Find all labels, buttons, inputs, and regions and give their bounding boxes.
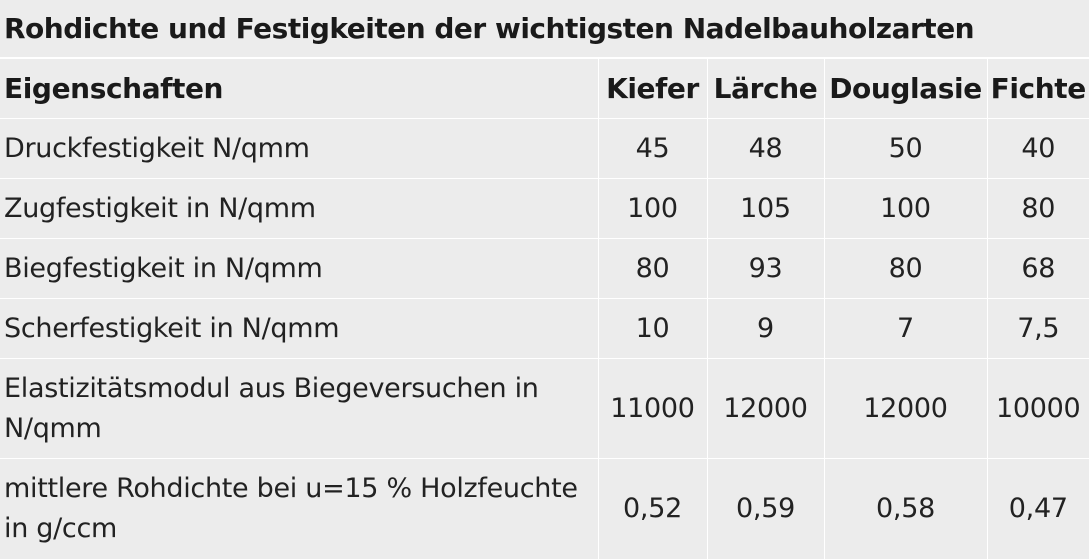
row-label: mittlere Rohdichte bei u=15 % Holzfeucht… <box>0 458 598 559</box>
cell-value: 45 <box>597 118 707 179</box>
properties-table: Eigenschaften Kiefer Lärche Douglasie Fi… <box>0 58 1089 559</box>
column-header-douglasie: Douglasie <box>823 58 987 119</box>
table-row: Elastizitätsmodul aus Biegeversuchen in … <box>0 358 1089 459</box>
row-label: Druckfestigkeit N/qmm <box>0 118 598 179</box>
table-row: Zugfestigkeit in N/qmm 100 105 100 80 <box>0 178 1089 239</box>
column-header-fichte: Fichte <box>986 58 1089 119</box>
table-row: Biegfestigkeit in N/qmm 80 93 80 68 <box>0 238 1089 299</box>
cell-value: 0,59 <box>706 458 824 559</box>
row-label: Elastizitätsmodul aus Biegeversuchen in … <box>0 358 598 459</box>
cell-value: 7,5 <box>986 298 1089 359</box>
cell-value: 7 <box>823 298 987 359</box>
row-label: Biegfestigkeit in N/qmm <box>0 238 598 299</box>
cell-value: 0,47 <box>986 458 1089 559</box>
cell-value: 12000 <box>706 358 824 459</box>
cell-value: 100 <box>597 178 707 239</box>
cell-value: 10000 <box>986 358 1089 459</box>
table-row: Druckfestigkeit N/qmm 45 48 50 40 <box>0 118 1089 179</box>
table-caption: Rohdichte und Festigkeiten der wichtigst… <box>0 0 1089 58</box>
cell-value: 40 <box>986 118 1089 179</box>
header-row: Eigenschaften Kiefer Lärche Douglasie Fi… <box>0 58 1089 119</box>
cell-value: 80 <box>823 238 987 299</box>
column-header-properties: Eigenschaften <box>0 58 598 119</box>
cell-value: 50 <box>823 118 987 179</box>
cell-value: 10 <box>597 298 707 359</box>
cell-value: 93 <box>706 238 824 299</box>
table-row: Scherfestigkeit in N/qmm 10 9 7 7,5 <box>0 298 1089 359</box>
column-header-kiefer: Kiefer <box>597 58 707 119</box>
table-row: mittlere Rohdichte bei u=15 % Holzfeucht… <box>0 458 1089 559</box>
cell-value: 48 <box>706 118 824 179</box>
cell-value: 12000 <box>823 358 987 459</box>
cell-value: 68 <box>986 238 1089 299</box>
row-label: Scherfestigkeit in N/qmm <box>0 298 598 359</box>
cell-value: 9 <box>706 298 824 359</box>
cell-value: 80 <box>597 238 707 299</box>
column-header-laerche: Lärche <box>706 58 824 119</box>
cell-value: 0,52 <box>597 458 707 559</box>
cell-value: 80 <box>986 178 1089 239</box>
cell-value: 100 <box>823 178 987 239</box>
cell-value: 11000 <box>597 358 707 459</box>
cell-value: 0,58 <box>823 458 987 559</box>
row-label: Zugfestigkeit in N/qmm <box>0 178 598 239</box>
cell-value: 105 <box>706 178 824 239</box>
